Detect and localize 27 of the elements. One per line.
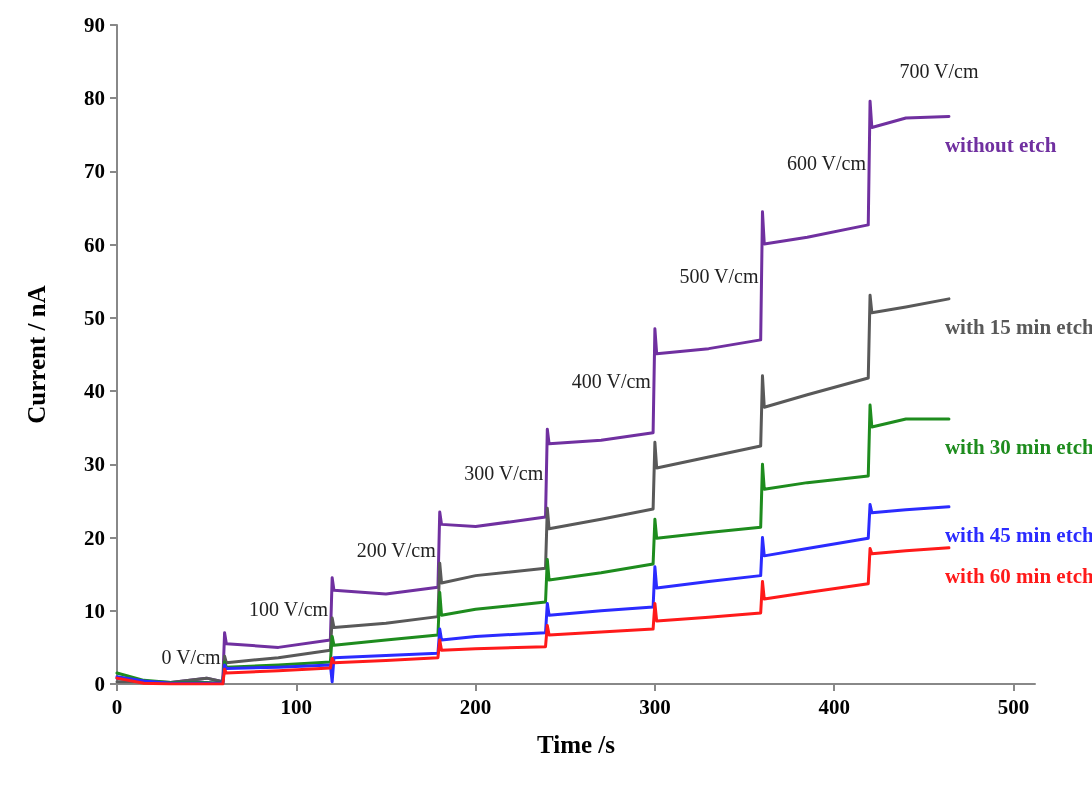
- y-tick-label: 90: [84, 13, 105, 37]
- annotation: 500 V/cm: [679, 264, 759, 287]
- y-axis-title: Current / nA: [23, 285, 50, 424]
- series-label: without etch: [944, 132, 1057, 157]
- x-tick-label: 100: [280, 694, 313, 719]
- x-tick-label: 300: [639, 694, 671, 719]
- y-tick-label: 0: [94, 672, 105, 696]
- x-tick-label: 0: [111, 694, 123, 719]
- annotation: 100 V/cm: [249, 597, 329, 620]
- annotation: 700 V/cm: [899, 60, 979, 83]
- y-tick-label: 60: [84, 232, 105, 257]
- annotation: 300 V/cm: [464, 462, 544, 485]
- annotation: 200 V/cm: [356, 538, 437, 561]
- y-tick-label: 70: [84, 159, 105, 184]
- annotation: 400 V/cm: [571, 369, 652, 392]
- annotation: 0 V/cm: [161, 646, 222, 669]
- y-tick-label: 30: [84, 452, 105, 477]
- y-tick-label: 10: [84, 598, 105, 623]
- x-tick-label: 400: [818, 694, 850, 719]
- x-axis-title: Time /s: [536, 731, 616, 758]
- y-tick-label: 40: [84, 379, 105, 404]
- annotation: 600 V/cm: [786, 152, 867, 175]
- y-tick-label: 50: [84, 305, 105, 330]
- x-tick-label: 200: [459, 694, 492, 719]
- x-tick-label: 500: [997, 694, 1030, 719]
- y-tick-label: 80: [84, 86, 105, 111]
- y-tick-label: 20: [84, 525, 105, 550]
